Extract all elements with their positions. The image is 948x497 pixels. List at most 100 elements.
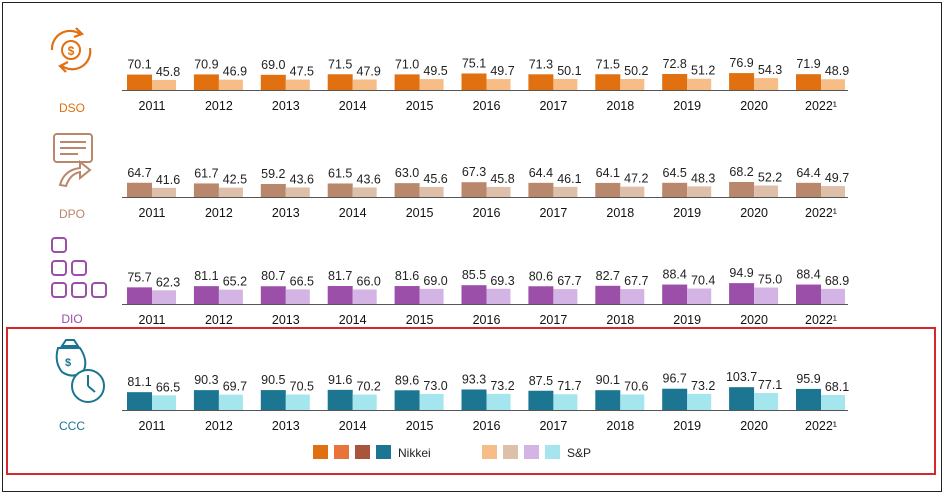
data-label-nikkei: 81.7 [328, 269, 352, 283]
tick-label: 2015 [406, 419, 434, 433]
bar-sp [285, 79, 310, 90]
data-label-sp: 47.2 [624, 172, 648, 186]
data-label-sp: 68.1 [825, 380, 849, 394]
bar-sp [687, 288, 712, 304]
bar-nikkei [127, 74, 152, 90]
bar-nikkei [729, 283, 755, 304]
bar-nikkei [662, 73, 688, 90]
data-label-sp: 67.7 [557, 274, 581, 288]
tick-label: 2016 [473, 313, 501, 327]
bar-sp [553, 78, 578, 90]
bar-nikkei [528, 286, 554, 304]
tick-label: 2013 [272, 206, 300, 220]
bar-sp [419, 288, 444, 304]
bar-sp [352, 187, 377, 197]
invoice-icon [53, 133, 93, 188]
bar-sp [152, 187, 176, 197]
bar-sp [285, 289, 310, 304]
tick-label: 2013 [272, 99, 300, 113]
data-label-sp: 49.7 [825, 171, 849, 185]
bar-nikkei [193, 74, 219, 90]
tick-label: 2018 [606, 419, 634, 433]
data-label-sp: 73.0 [423, 379, 447, 393]
data-label-sp: 43.6 [290, 172, 314, 186]
data-label-sp: 70.4 [691, 274, 715, 288]
data-label-nikkei: 85.5 [462, 268, 486, 282]
bar-nikkei [595, 390, 621, 410]
bar-sp [821, 288, 845, 304]
data-label-sp: 50.2 [624, 64, 648, 78]
data-label-nikkei: 95.9 [796, 372, 820, 386]
tick-label: 2012 [205, 206, 233, 220]
data-label-sp: 45.6 [423, 172, 447, 186]
tick-label: 2012 [205, 313, 233, 327]
data-label-nikkei: 90.1 [596, 373, 620, 387]
svg-text:$: $ [68, 44, 75, 58]
data-label-nikkei: 64.1 [596, 166, 620, 180]
tick-label: 2017 [539, 99, 567, 113]
bar-sp [152, 79, 176, 90]
bar-nikkei [394, 286, 420, 304]
bar-sp [352, 394, 377, 410]
bar-sp [553, 394, 578, 410]
bar-nikkei [193, 183, 219, 197]
bar-nikkei [528, 390, 554, 410]
data-label-nikkei: 89.6 [395, 373, 419, 387]
data-label-nikkei: 63.0 [395, 166, 419, 180]
data-label-nikkei: 81.6 [395, 269, 419, 283]
bar-nikkei [662, 388, 688, 410]
tick-label: 2013 [272, 419, 300, 433]
data-label-nikkei: 80.7 [261, 269, 285, 283]
data-label-nikkei: 61.7 [194, 166, 218, 180]
tick-label: 2014 [339, 206, 367, 220]
bar-sp [620, 186, 645, 197]
legend-swatch [313, 445, 328, 459]
bar-sp [218, 289, 243, 304]
tick-label: 2011 [139, 313, 166, 327]
bar-sp [821, 186, 845, 197]
data-label-nikkei: 80.6 [529, 269, 553, 283]
data-label-sp: 48.9 [825, 64, 849, 78]
bar-sp [553, 186, 578, 197]
tick-label: 2019 [673, 99, 701, 113]
panel-ccc: $ CCC 81.1 66.5 2011 90.3 69.7 2012 90.5 70.5 2013… [6, 327, 936, 475]
data-label-sp: 70.5 [290, 379, 314, 393]
data-label-sp: 41.6 [156, 173, 180, 187]
tick-label: 2012 [205, 99, 233, 113]
data-label-sp: 62.3 [156, 275, 180, 289]
data-label-sp: 54.3 [758, 63, 782, 77]
bar-sp [352, 289, 377, 304]
data-label-sp: 71.7 [557, 379, 581, 393]
bar-nikkei [327, 74, 353, 90]
bar-nikkei [595, 182, 621, 197]
data-label-sp: 48.3 [691, 171, 715, 185]
data-label-nikkei: 61.5 [328, 166, 352, 180]
data-label-nikkei: 67.3 [462, 165, 486, 179]
bar-sp [419, 186, 444, 197]
tick-label: 2015 [406, 206, 434, 220]
bar-sp [620, 78, 645, 90]
bar-nikkei [729, 387, 755, 410]
bar-sp [553, 289, 578, 304]
bar-nikkei [729, 181, 755, 197]
data-label-nikkei: 91.6 [328, 373, 352, 387]
data-label-sp: 73.2 [691, 379, 715, 393]
data-label-nikkei: 75.7 [127, 270, 151, 284]
bar-sp [218, 79, 243, 90]
tick-label: 2022¹ [805, 419, 837, 433]
data-label-nikkei: 103.7 [726, 370, 757, 384]
data-label-nikkei: 64.4 [529, 166, 553, 180]
bar-sp [754, 287, 779, 304]
data-label-nikkei: 81.1 [194, 269, 218, 283]
data-label-sp: 69.0 [423, 274, 447, 288]
data-label-sp: 52.2 [758, 171, 782, 185]
legend-swatch [503, 445, 518, 459]
data-label-sp: 43.6 [357, 172, 381, 186]
data-label-nikkei: 71.0 [395, 57, 419, 71]
data-label-nikkei: 72.8 [663, 57, 687, 71]
data-label-sp: 70.2 [357, 380, 381, 394]
legend-swatch [334, 445, 349, 459]
tick-label: 2018 [606, 99, 634, 113]
panel-label: DPO [59, 207, 85, 221]
data-label-nikkei: 64.4 [796, 166, 820, 180]
